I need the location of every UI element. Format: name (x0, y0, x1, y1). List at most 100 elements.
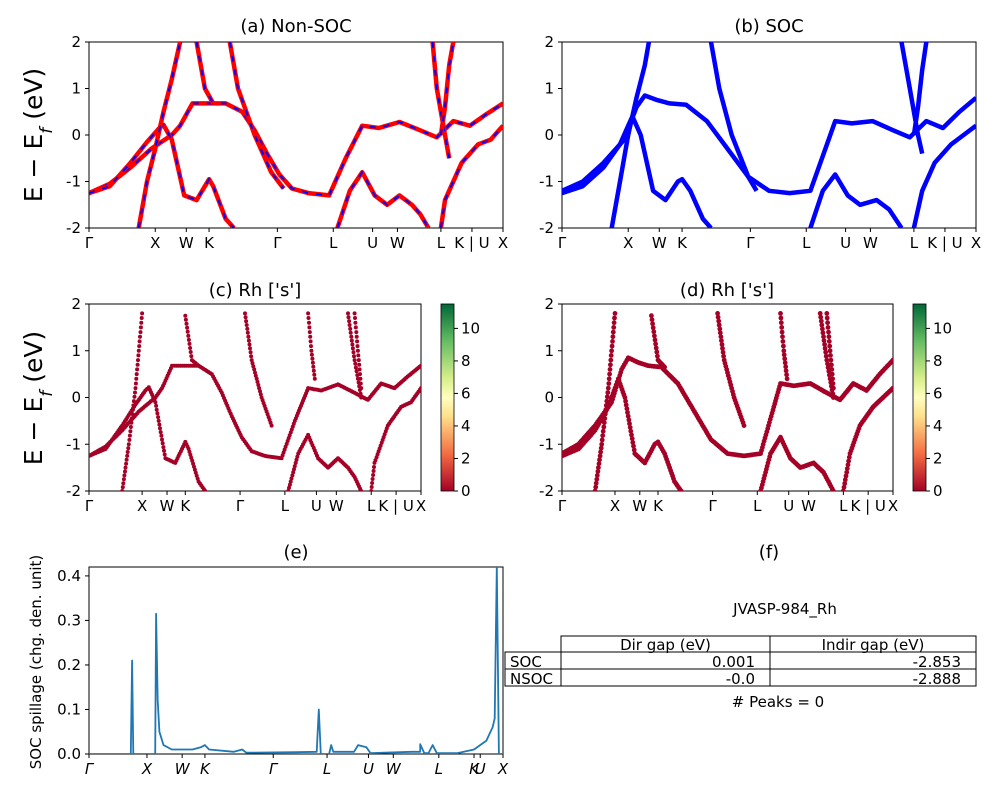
x-tick-label: K | U (850, 497, 885, 515)
band-point (650, 325, 656, 331)
x-tick-label: Γ (708, 497, 717, 515)
band-point (122, 473, 127, 478)
band-point (346, 311, 350, 316)
band-point (355, 348, 360, 353)
y-tick-label: 0.0 (57, 745, 81, 763)
band-point (353, 361, 358, 366)
band-point (596, 461, 602, 467)
band-point (649, 313, 654, 319)
band-point (824, 311, 830, 316)
table-row-label: NSOC (510, 670, 553, 688)
band-point (192, 464, 196, 469)
x-tick-label: K | U (927, 234, 962, 252)
band-point (246, 338, 251, 343)
x-tick-label: L (329, 234, 338, 252)
band-point (203, 489, 208, 491)
band-point (624, 406, 630, 412)
band-point (631, 443, 636, 449)
band-point (354, 369, 359, 374)
band-point (306, 316, 311, 320)
x-tick-label: W (160, 497, 175, 515)
band-point (130, 407, 135, 412)
band-point (189, 354, 194, 359)
band-point (830, 391, 836, 397)
band-point (128, 429, 133, 434)
band-line-dashed (439, 42, 455, 136)
band-point (346, 315, 351, 320)
y-tick-label: 2 (544, 295, 554, 313)
x-tick-label: U (475, 760, 486, 778)
band-point (369, 489, 374, 491)
band-point (608, 353, 614, 358)
x-tick-label: L (753, 497, 762, 515)
y-tick-label: 0.4 (57, 567, 81, 585)
band-point (130, 412, 135, 416)
band-point (359, 489, 364, 491)
band-point (186, 446, 191, 451)
band-point (369, 485, 374, 489)
band-point (153, 400, 158, 405)
band-point (831, 385, 836, 391)
band-point (352, 358, 357, 363)
x-tick-label: K (180, 497, 191, 515)
band-point (288, 479, 293, 484)
band-point (309, 352, 314, 357)
band-point (255, 379, 260, 384)
band-point (358, 376, 363, 381)
band-point (419, 363, 421, 368)
band-point (610, 329, 616, 335)
band-point (720, 346, 725, 351)
band-point (827, 348, 833, 354)
band-point (662, 364, 667, 370)
band-point (821, 334, 826, 340)
band-point (370, 481, 375, 485)
band-point (654, 349, 660, 355)
band-point (843, 473, 849, 479)
band-point (372, 465, 376, 469)
band-point (135, 367, 140, 372)
band-point (890, 385, 893, 391)
panel-f-footer: # Peaks = 0 (732, 693, 824, 711)
band-point (134, 372, 139, 377)
band-point (623, 402, 629, 408)
band-point (826, 334, 832, 340)
band-point (594, 473, 600, 478)
panel-c-colorbar: 0 2 4 6 8 10 (440, 303, 480, 500)
band-point (121, 477, 126, 482)
band-point (160, 437, 164, 442)
band-line (708, 42, 759, 192)
band-point (356, 358, 361, 363)
band-point (293, 460, 298, 465)
band-point (830, 381, 836, 386)
band-point (312, 372, 317, 377)
band-point (846, 454, 852, 460)
band-point (129, 420, 134, 425)
colorbar-tick-label: 8 (461, 352, 471, 370)
band-point (611, 320, 617, 326)
x-tick-label: K | U (378, 497, 413, 515)
band-point (419, 386, 421, 391)
band-point (349, 338, 354, 343)
band-point (154, 403, 159, 408)
band-point (623, 398, 628, 404)
x-tick-label: U (363, 760, 374, 778)
colorbar-tick-label: 4 (461, 417, 471, 435)
band-point (246, 334, 251, 339)
colorbar-gradient (912, 303, 927, 492)
band-point (358, 391, 363, 396)
y-tick-label: 1 (544, 342, 554, 360)
x-tick-label: K (469, 760, 480, 778)
y-tick-label: 1 (544, 80, 554, 98)
band-point (608, 357, 614, 363)
band-point (779, 325, 785, 330)
band-point (249, 354, 254, 359)
band-point (353, 316, 357, 320)
band-line (899, 42, 925, 155)
band-point (781, 348, 787, 354)
band-point (347, 319, 352, 324)
band-point (678, 488, 684, 491)
band-point (253, 373, 258, 378)
band-point (600, 428, 606, 434)
band-point (831, 395, 836, 400)
